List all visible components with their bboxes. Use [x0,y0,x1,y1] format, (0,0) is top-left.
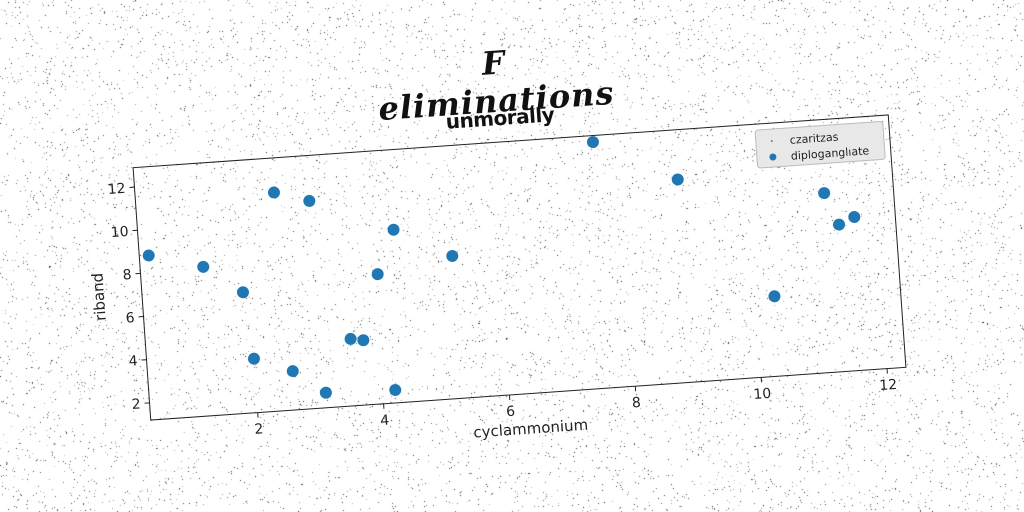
data-point-1 [818,187,831,200]
x-tick-label: 8 [631,395,641,412]
data-point-1 [344,332,357,345]
data-point-1 [142,249,155,262]
x-tick-label: 12 [879,377,898,394]
rotated-axes-group: 2 4 6 8 10 12 2 4 6 8 10 12 cyclammonium riband cz… [88,114,907,442]
data-point-1 [319,386,332,399]
x-tick-label: 4 [380,412,390,429]
data-point-1 [267,186,280,199]
y-tick-label: 6 [125,310,135,327]
legend-label: czaritzas [789,130,839,146]
data-point-1 [586,136,599,149]
data-point-1 [387,223,400,236]
data-point-1 [286,365,299,378]
legend-box [754,121,886,169]
data-point-1 [357,334,370,347]
data-point-1 [671,173,684,186]
y-ticks: 2 4 6 8 10 12 [107,181,150,413]
data-point-1 [236,286,249,299]
data-point-1 [389,383,402,396]
y-tick-label: 4 [128,353,138,370]
plot-frame [132,114,907,421]
x-tick-label: 2 [254,421,264,438]
data-point-1 [197,260,210,273]
data-point-1 [446,249,459,262]
data-point-1 [833,218,846,231]
y-tick-label: 10 [110,224,129,241]
y-axis-label: riband [88,272,109,321]
x-ticks: 2 4 6 8 10 12 [254,368,898,438]
data-point-1 [371,268,384,281]
legend-label: diploganglıate [790,144,869,162]
x-tick-label: 10 [753,386,772,403]
x-tick-label: 6 [506,404,516,421]
data-point-1 [247,352,260,365]
x-axis-label: cyclammonium [473,416,589,442]
legend-marker [770,140,773,142]
y-tick-label: 2 [131,396,141,413]
y-tick-label: 8 [122,267,132,284]
data-point-1 [303,194,316,207]
data-point-1 [848,210,861,223]
y-tick-label: 12 [107,181,126,198]
data-point-1 [768,290,781,303]
legend-marker [769,153,777,161]
